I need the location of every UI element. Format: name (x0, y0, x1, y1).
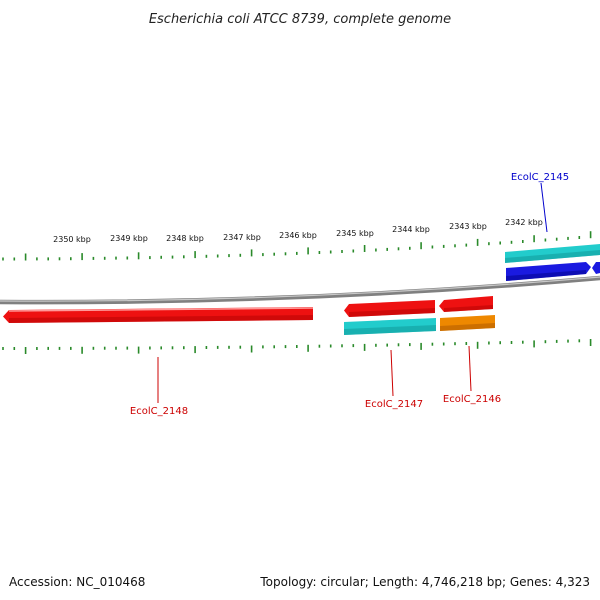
scale-label-2345: 2345 kbp (336, 229, 374, 238)
rna-feature-2145-shade (505, 250, 600, 263)
scale-label-2348: 2348 kbp (166, 234, 204, 243)
upper-tick-track (2, 231, 592, 261)
gene-label-2145[interactable]: EcolC_2145 (511, 172, 569, 183)
gene-label-2146[interactable]: EcolC_2146 (443, 394, 501, 405)
scale-label-2350: 2350 kbp (53, 235, 91, 244)
scale-labels: 2350 kbp 2349 kbp 2348 kbp 2347 kbp 2346… (53, 218, 543, 244)
gene-ecolc-2148[interactable] (3, 307, 314, 323)
gene-label-2147[interactable]: EcolC_2147 (365, 399, 423, 410)
leader-line-2146 (468, 345, 472, 392)
scale-label-2343: 2343 kbp (449, 222, 487, 231)
rna-feature-2147-shade (344, 325, 436, 335)
gene-ecolc-2147[interactable] (344, 300, 436, 335)
scale-label-2349: 2349 kbp (110, 234, 148, 243)
cds-arrow-2148-highlight (8, 307, 314, 312)
cds-arrow-2147-shade (349, 308, 435, 317)
gene-label-2148[interactable]: EcolC_2148 (130, 406, 188, 417)
blue-feature-edge[interactable] (592, 262, 600, 274)
gene-ecolc-2145-features[interactable] (505, 244, 600, 281)
map-title: Escherichia coli ATCC 8739, complete gen… (149, 12, 451, 27)
scale-label-2344: 2344 kbp (392, 225, 430, 234)
genome-backbone-highlight (0, 276, 600, 302)
leader-line-2145 (540, 182, 548, 233)
accession-text: Accession: NC_010468 (9, 575, 146, 589)
scale-label-2347: 2347 kbp (223, 233, 261, 242)
genome-backbone (0, 275, 600, 305)
cds-arrow-2146-shade (444, 305, 493, 312)
cds-arrow-2146[interactable] (439, 296, 493, 312)
scale-label-2342: 2342 kbp (505, 218, 543, 227)
leader-line-2147 (390, 349, 394, 397)
other-feature-2146-shade (440, 323, 495, 331)
scale-label-2346: 2346 kbp (279, 231, 317, 240)
cds-arrow-2147[interactable] (344, 300, 435, 317)
cds-arrow-2148-shade (9, 315, 313, 323)
lower-tick-track (2, 339, 592, 354)
blue-feature-2145-shade (506, 270, 586, 281)
gene-ecolc-2146[interactable] (439, 296, 495, 331)
genome-summary-text: Topology: circular; Length: 4,746,218 bp… (260, 575, 590, 589)
